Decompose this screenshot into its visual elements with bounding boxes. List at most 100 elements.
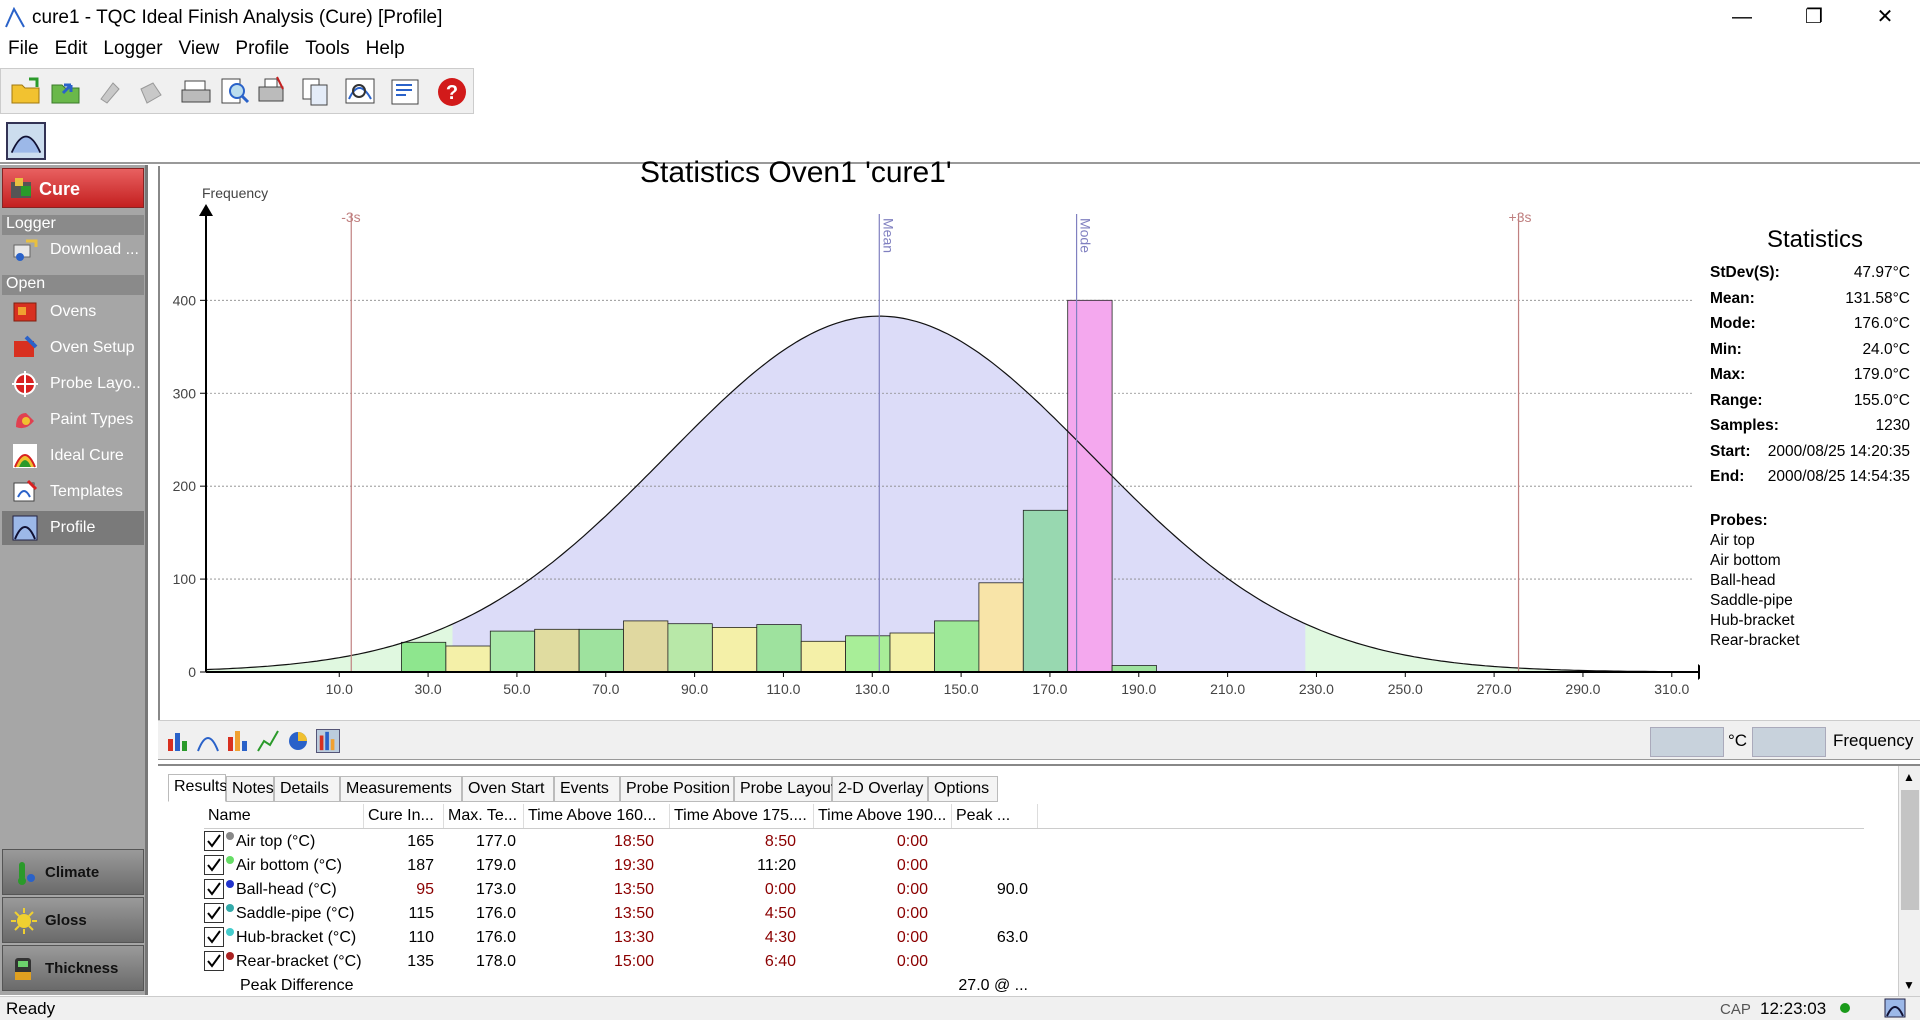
close-button[interactable]: ✕ <box>1876 6 1894 28</box>
tab-measurements[interactable]: Measurements <box>340 776 462 802</box>
pie-view-icon[interactable] <box>286 729 310 753</box>
sidebar-item-ideal-cure[interactable]: Ideal Cure <box>2 439 144 473</box>
menu-edit[interactable]: Edit <box>54 38 88 59</box>
thickness-button[interactable]: Thickness <box>2 945 144 991</box>
histogram-chart[interactable]: -3s Mean Mode +3s 0 100 200 300 400 10.0 30.0 50.0 7… <box>160 166 1700 720</box>
x-tick-label: 250.0 <box>1388 681 1423 697</box>
check-icon <box>207 882 221 896</box>
scroll-thumb[interactable] <box>1901 790 1919 910</box>
tab-results[interactable]: Results <box>168 774 227 802</box>
chart-type-3d-icon[interactable] <box>166 729 190 753</box>
probe-color-dot <box>226 880 234 888</box>
histogram-bar <box>445 645 491 673</box>
probe-name-cell: Hub-bracket (°C) <box>236 929 357 946</box>
print-setup-icon[interactable] <box>255 75 289 109</box>
open-folder-icon[interactable] <box>9 75 43 109</box>
tab-probe-position[interactable]: Probe Position <box>620 776 734 802</box>
unit-value-box[interactable] <box>1650 727 1724 757</box>
column-header[interactable]: Time Above 190... <box>814 804 952 828</box>
sidebar-item-oven-setup[interactable]: Oven Setup <box>2 331 144 365</box>
stat-key: Max: <box>1710 366 1746 383</box>
print-preview-icon[interactable] <box>217 75 251 109</box>
table-row[interactable]: Hub-bracket (°C) 110 176.0 13:30 4:30 0:00 63.… <box>204 926 1864 950</box>
tab-oven-start[interactable]: Oven Start <box>462 776 554 802</box>
sidebar-item-profile[interactable]: Profile <box>2 511 144 545</box>
histogram-view-icon[interactable] <box>316 729 340 753</box>
column-header[interactable]: Max. Te... <box>444 804 524 828</box>
status-bar: Ready CAP 12:23:03 <box>0 996 1920 1020</box>
bar-view-icon[interactable] <box>226 729 250 753</box>
probe-color-dot <box>226 952 234 960</box>
table-row[interactable]: Rear-bracket (°C) 135 178.0 15:00 6:40 0:00 <box>204 950 1864 974</box>
tab-probe-layout[interactable]: Probe Layout <box>734 776 835 802</box>
menu-view[interactable]: View <box>178 38 220 59</box>
tab-events[interactable]: Events <box>554 776 620 802</box>
histogram-bar <box>400 641 447 673</box>
report-icon[interactable] <box>389 75 423 109</box>
import-icon[interactable] <box>49 75 83 109</box>
print-icon[interactable] <box>179 75 213 109</box>
title-bar: cure1 - TQC Ideal Finish Analysis (Cure)… <box>0 0 1920 36</box>
minimize-button[interactable]: — <box>1732 6 1752 28</box>
row-checkbox[interactable] <box>204 927 224 947</box>
marker-label: +3s <box>1509 209 1532 225</box>
sidebar-item-probe-layout[interactable]: Probe Layo... <box>2 367 144 401</box>
sidebar-item-download[interactable]: Download ... <box>2 233 144 267</box>
menu-help[interactable]: Help <box>365 38 405 59</box>
column-header[interactable]: Time Above 175.... <box>670 804 814 828</box>
column-header[interactable]: Peak ... <box>952 804 1038 828</box>
copy-icon[interactable] <box>299 75 333 109</box>
tab-options[interactable]: Options <box>928 776 998 802</box>
frequency-value-box[interactable] <box>1752 727 1826 757</box>
row-checkbox[interactable] <box>204 951 224 971</box>
zoom-graph-icon[interactable] <box>343 75 377 109</box>
menu-file[interactable]: File <box>8 38 39 59</box>
sidebar-item-templates[interactable]: Templates <box>2 475 144 509</box>
row-checkbox[interactable] <box>204 879 224 899</box>
menu-profile[interactable]: Profile <box>235 38 290 59</box>
profile-view-icon[interactable] <box>6 122 46 160</box>
row-checkbox[interactable] <box>204 903 224 923</box>
sidebar-item-ovens[interactable]: Ovens <box>2 295 144 329</box>
curve-view-icon[interactable] <box>196 729 220 753</box>
column-header[interactable]: Name <box>204 804 364 828</box>
climate-button[interactable]: Climate <box>2 849 144 895</box>
table-row[interactable]: Saddle-pipe (°C) 115 176.0 13:50 4:50 0:00 <box>204 902 1864 926</box>
tab-details[interactable]: Details <box>274 776 340 802</box>
column-header[interactable]: Cure In... <box>364 804 444 828</box>
undo-icon[interactable] <box>93 75 127 109</box>
time-above-160-cell: 13:50 <box>613 881 654 898</box>
sidebar: Cure Logger Download ... Open Ovens Oven… <box>0 165 148 995</box>
redo-icon[interactable] <box>133 75 167 109</box>
table-row[interactable]: Ball-head (°C) 95 173.0 13:50 0:00 0:00 90.0 <box>204 878 1864 902</box>
check-icon <box>207 930 221 944</box>
vertical-scrollbar[interactable]: ▲ ▼ <box>1898 766 1920 998</box>
marker-label: Mean <box>880 218 896 253</box>
stat-key: Min: <box>1710 340 1742 358</box>
sidebar-item-paint-types[interactable]: Paint Types <box>2 403 144 437</box>
stat-key: Mean: <box>1710 289 1755 307</box>
cure-index-cell: 165 <box>407 833 434 850</box>
gloss-button[interactable]: Gloss <box>2 897 144 943</box>
table-row[interactable]: Air top (°C) 165 177.0 18:50 8:50 0:00 <box>204 830 1864 854</box>
help-icon[interactable]: ? <box>435 75 469 109</box>
probe-name-cell: Rear-bracket (°C) <box>236 953 362 970</box>
table-row[interactable]: Air bottom (°C) 187 179.0 19:30 11:20 0:00 <box>204 854 1864 878</box>
line-view-icon[interactable] <box>256 729 280 753</box>
menu-tools[interactable]: Tools <box>305 38 350 59</box>
cure-button[interactable]: Cure <box>2 168 144 208</box>
restore-button[interactable]: ❐ <box>1805 6 1823 28</box>
stat-row: End: 2000/08/25 14:54:35 <box>1710 468 1920 494</box>
tab-notes[interactable]: Notes <box>226 776 274 802</box>
menu-logger[interactable]: Logger <box>103 38 163 59</box>
scroll-down-icon[interactable]: ▼ <box>1903 978 1915 992</box>
column-header[interactable]: Time Above 160... <box>524 804 670 828</box>
time-above-190-cell: 0:00 <box>896 857 928 874</box>
time-above-160-cell: 13:30 <box>613 929 654 946</box>
check-icon <box>207 906 221 920</box>
row-checkbox[interactable] <box>204 855 224 875</box>
scroll-up-icon[interactable]: ▲ <box>1903 770 1915 784</box>
time-above-190-cell: 0:00 <box>896 881 928 898</box>
tab-2-d-overlay[interactable]: 2-D Overlay <box>832 776 928 802</box>
row-checkbox[interactable] <box>204 831 224 851</box>
